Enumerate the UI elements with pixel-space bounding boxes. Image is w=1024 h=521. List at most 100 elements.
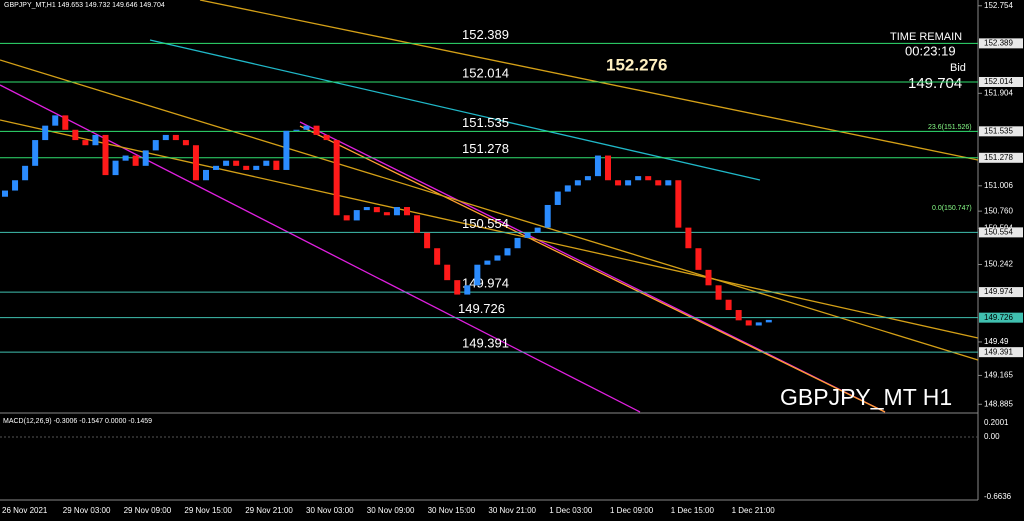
level-label: 151.535 [462,115,509,130]
candle-body [82,140,89,146]
candle-body [273,160,280,170]
candle-body [574,180,581,186]
x-tick-label: 30 Nov 21:00 [488,506,536,515]
y-tick-label: 149.165 [984,371,1013,380]
candle-body [223,160,230,166]
candle-body [705,269,712,286]
level-box [979,76,1023,87]
x-tick-label: 1 Dec 03:00 [549,506,593,515]
fib-label: 0.0(150.747) [932,205,972,212]
candle-body [283,130,290,170]
candle-body [755,322,762,326]
candle-body [635,176,642,181]
candle-body [132,155,139,166]
x-tick-label: 29 Nov 09:00 [124,506,172,515]
candle-body [383,212,390,216]
candle-body [514,237,521,249]
candle-body [213,165,220,170]
candle-body [594,155,601,177]
x-tick-label: 1 Dec 15:00 [671,506,715,515]
candle-body [735,310,742,321]
candle-body [625,180,632,186]
candle-body [122,155,129,161]
candle-body [414,215,421,233]
trendlines [0,0,979,413]
candle-body [675,180,682,228]
candle-body [152,140,159,151]
level-axis-label: 151.278 [984,153,1013,162]
candle-body [564,185,571,192]
x-tick-label: 30 Nov 03:00 [306,506,354,515]
level-label: 152.389 [462,27,509,42]
candle-body [182,140,189,146]
watermark: GBPJPY_MT H1 [780,384,952,410]
level-axis-label: 152.389 [984,38,1013,47]
candle-body [474,264,481,286]
candle-body [353,210,360,221]
candle-body [544,204,551,228]
level-box [979,227,1023,238]
candle-body [534,227,541,233]
candle-body [444,264,451,281]
trendline [299,125,886,413]
level-axis-label: 152.014 [984,77,1013,86]
candle-body [373,207,380,213]
bid: 149.704 [908,75,962,92]
candle-body [243,165,250,170]
y-tick-label: 151.006 [984,181,1013,190]
fib-label: 23.6(151.526) [928,124,972,131]
trendline [149,39,761,181]
candle-body [715,285,722,300]
candle-body [192,145,199,181]
candle-body [584,176,591,181]
candle-body [32,140,39,166]
candle-body [524,232,531,238]
candle-body [725,299,732,311]
level-axis-label: 151.535 [984,126,1013,135]
y-tick-label: 149.49 [984,337,1009,346]
level-label: 151.278 [462,141,509,156]
level-box [979,38,1023,49]
macd-label: MACD(12,26,9) -0.3006 -0.1547 0.0000 -0.… [3,418,152,425]
y-tick-label: 150.760 [984,206,1013,215]
x-tick-label: 29 Nov 03:00 [63,506,111,515]
x-tick-label: 30 Nov 09:00 [367,506,415,515]
candle-body [2,190,8,197]
y-tick-label: 148.885 [984,399,1013,408]
candle-body [454,280,461,295]
y-tick-label: 152.754 [984,1,1013,10]
trendline [0,119,979,339]
level-axis-label: 149.391 [984,347,1013,356]
candle-body [112,160,119,176]
candle-body [142,150,149,166]
chart-title: GBPJPY_MT,H1 149.653 149.732 149.646 149… [4,2,165,9]
y-tick-label: 150.242 [984,260,1013,269]
candle-body [665,180,672,186]
x-tick-label: 29 Nov 15:00 [184,506,232,515]
level-label: 149.726 [458,301,505,316]
level-label: 149.974 [462,276,509,291]
candle-body [92,134,99,146]
candle-body [695,248,702,270]
candle-body [293,129,300,131]
x-tick-label: 29 Nov 21:00 [245,506,293,515]
x-tick-label: 30 Nov 15:00 [428,506,476,515]
candle-body [494,255,501,261]
candle-body [52,115,59,126]
candle-body [263,160,270,166]
candle-body [484,260,491,265]
highlight-price: 152.276 [606,55,667,74]
candle-body [554,191,561,205]
candle-body [765,319,772,323]
candle-body [685,227,692,249]
level-box [979,347,1023,358]
candle-body [333,140,340,216]
candle-body [464,285,471,295]
candle-body [343,215,350,221]
x-tick-label: 1 Dec 21:00 [732,506,776,515]
macd-axis-label: -0.6636 [984,492,1012,501]
candle-body [404,207,410,216]
level-box [979,312,1023,323]
